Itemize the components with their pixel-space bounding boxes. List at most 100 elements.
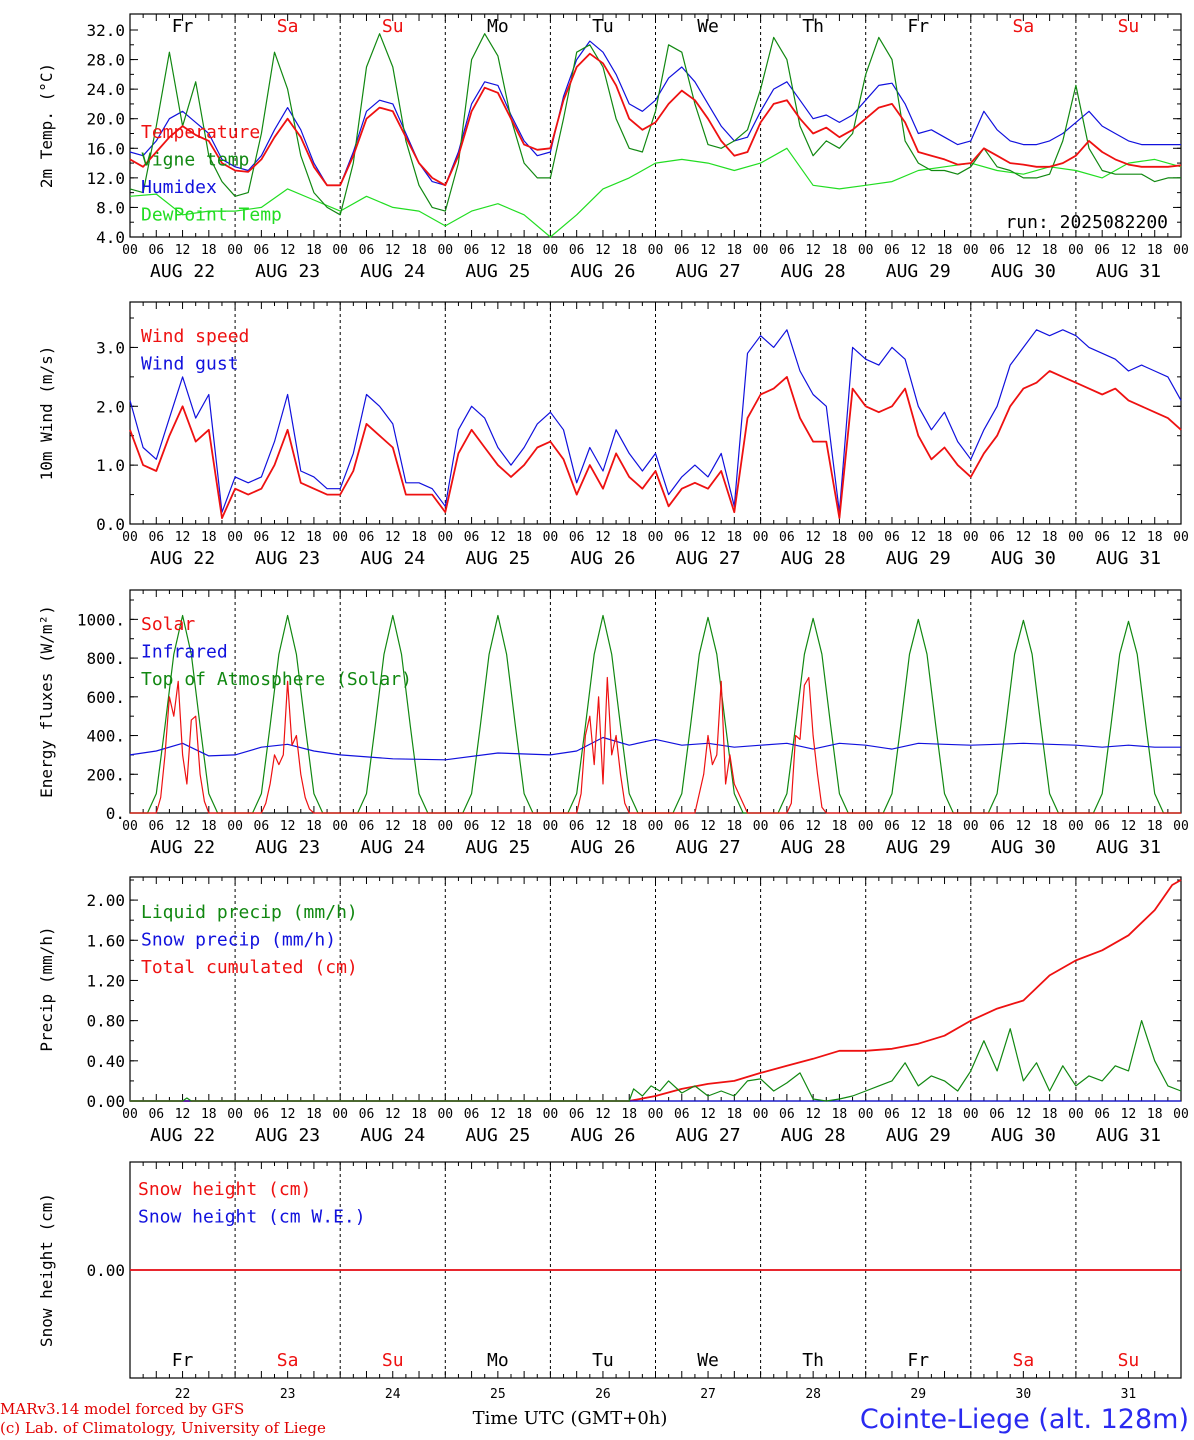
date-label: AUG 29 — [886, 548, 951, 569]
hour-tick-label: 12 — [595, 819, 611, 834]
hour-tick-label: 18 — [306, 819, 322, 834]
date-label: AUG 23 — [255, 837, 320, 858]
hour-tick-label: 00 — [437, 530, 453, 545]
date-label: AUG 31 — [1096, 837, 1161, 858]
hour-tick-label: 06 — [569, 530, 585, 545]
hour-tick-label: 00 — [1173, 243, 1189, 258]
date-label: AUG 31 — [1096, 261, 1161, 282]
hour-tick-label: 12 — [805, 530, 821, 545]
hour-tick-label: 00 — [858, 243, 874, 258]
legend-entry: Solar — [141, 614, 195, 635]
date-label: AUG 30 — [991, 1125, 1056, 1146]
hour-tick-label: 18 — [201, 530, 217, 545]
hour-tick-label: 06 — [148, 819, 164, 834]
date-label: AUG 25 — [465, 1125, 530, 1146]
hour-tick-label: 00 — [437, 819, 453, 834]
hour-tick-label: 18 — [201, 819, 217, 834]
hour-tick-label: 18 — [1147, 819, 1163, 834]
hour-tick-label: 06 — [989, 1107, 1005, 1122]
weekday-label: Fr — [907, 1350, 929, 1371]
hour-tick-label: 18 — [306, 243, 322, 258]
day-number-label: 30 — [1016, 1387, 1032, 1402]
y-tick-label: 4.0 — [96, 228, 125, 247]
hour-tick-label: 18 — [411, 530, 427, 545]
hour-tick-label: 06 — [884, 243, 900, 258]
y-tick-label: 2.00 — [86, 891, 125, 910]
hour-tick-label: 06 — [464, 530, 480, 545]
hour-tick-label: 00 — [753, 243, 769, 258]
hour-tick-label: 12 — [595, 243, 611, 258]
hour-tick-label: 06 — [1094, 819, 1110, 834]
hour-tick-label: 18 — [937, 819, 953, 834]
legend-entry: Temperature — [141, 122, 260, 143]
hour-tick-label: 00 — [227, 243, 243, 258]
legend-entry: Snow height (cm W.E.) — [138, 1207, 366, 1228]
hour-tick-label: 18 — [306, 1107, 322, 1122]
hour-tick-label: 00 — [332, 1107, 348, 1122]
day-number-label: 29 — [910, 1387, 926, 1402]
hour-tick-label: 18 — [621, 819, 637, 834]
y-tick-label: 12.0 — [86, 169, 125, 188]
hour-tick-label: 00 — [1173, 1107, 1189, 1122]
plot-frame — [129, 13, 1182, 238]
hour-tick-label: 06 — [779, 530, 795, 545]
hour-tick-label: 00 — [543, 243, 559, 258]
weekday-label: We — [697, 1350, 719, 1371]
hour-tick-label: 12 — [1016, 819, 1032, 834]
hour-tick-label: 00 — [122, 819, 138, 834]
day-number-label: 25 — [490, 1387, 506, 1402]
hour-tick-label: 00 — [122, 1107, 138, 1122]
date-label: AUG 26 — [570, 261, 635, 282]
y-tick-label: 16.0 — [86, 139, 125, 158]
date-label: AUG 22 — [150, 837, 215, 858]
hour-tick-label: 12 — [910, 1107, 926, 1122]
weekday-label: Tu — [592, 1350, 614, 1371]
date-label: AUG 26 — [570, 837, 635, 858]
run-annotation: run: 2025082200 — [1005, 212, 1168, 233]
hour-tick-label: 12 — [700, 819, 716, 834]
date-label: AUG 28 — [781, 548, 846, 569]
hour-tick-label: 18 — [411, 819, 427, 834]
weekday-label: Sa — [277, 1350, 299, 1371]
y-tick-label: 1.20 — [86, 971, 125, 990]
hour-tick-label: 18 — [832, 819, 848, 834]
hour-tick-label: 00 — [753, 1107, 769, 1122]
date-label: AUG 23 — [255, 548, 320, 569]
hour-tick-label: 18 — [1147, 1107, 1163, 1122]
y-axis-label: 2m Temp. (°C) — [37, 63, 56, 188]
hour-tick-label: 00 — [332, 819, 348, 834]
legend-entry: Snow height (cm) — [138, 1179, 311, 1200]
weekday-label: Fr — [907, 16, 929, 37]
hour-tick-label: 06 — [148, 243, 164, 258]
series-line-wind-speed — [129, 370, 1182, 519]
hour-tick-label: 00 — [543, 530, 559, 545]
hour-tick-label: 18 — [411, 1107, 427, 1122]
hour-tick-label: 00 — [437, 243, 453, 258]
hour-tick-label: 06 — [254, 819, 270, 834]
hour-tick-label: 18 — [306, 530, 322, 545]
date-label: AUG 27 — [676, 548, 741, 569]
hour-tick-label: 12 — [175, 243, 191, 258]
y-tick-label: 200. — [86, 765, 125, 784]
hour-tick-label: 18 — [516, 819, 532, 834]
hour-tick-label: 06 — [359, 1107, 375, 1122]
hour-tick-label: 06 — [884, 1107, 900, 1122]
hour-tick-label: 06 — [359, 530, 375, 545]
hour-tick-label: 12 — [1121, 530, 1137, 545]
hour-tick-label: 12 — [595, 1107, 611, 1122]
y-tick-label: 400. — [86, 727, 125, 746]
hour-tick-label: 00 — [963, 530, 979, 545]
hour-tick-label: 06 — [359, 819, 375, 834]
y-axis-label: 10m Wind (m/s) — [37, 346, 56, 481]
hour-tick-label: 00 — [648, 1107, 664, 1122]
y-axis-label: Precip (mm/h) — [37, 926, 56, 1051]
hour-tick-label: 12 — [280, 243, 296, 258]
legend-entry: Snow precip (mm/h) — [141, 930, 336, 951]
hour-tick-label: 12 — [1121, 819, 1137, 834]
hour-tick-label: 00 — [963, 819, 979, 834]
hour-tick-label: 00 — [648, 530, 664, 545]
hour-tick-label: 06 — [569, 1107, 585, 1122]
lab-credit: (c) Lab. of Climatology, University of L… — [0, 1419, 326, 1437]
hour-tick-label: 12 — [175, 819, 191, 834]
hour-tick-label: 06 — [359, 243, 375, 258]
